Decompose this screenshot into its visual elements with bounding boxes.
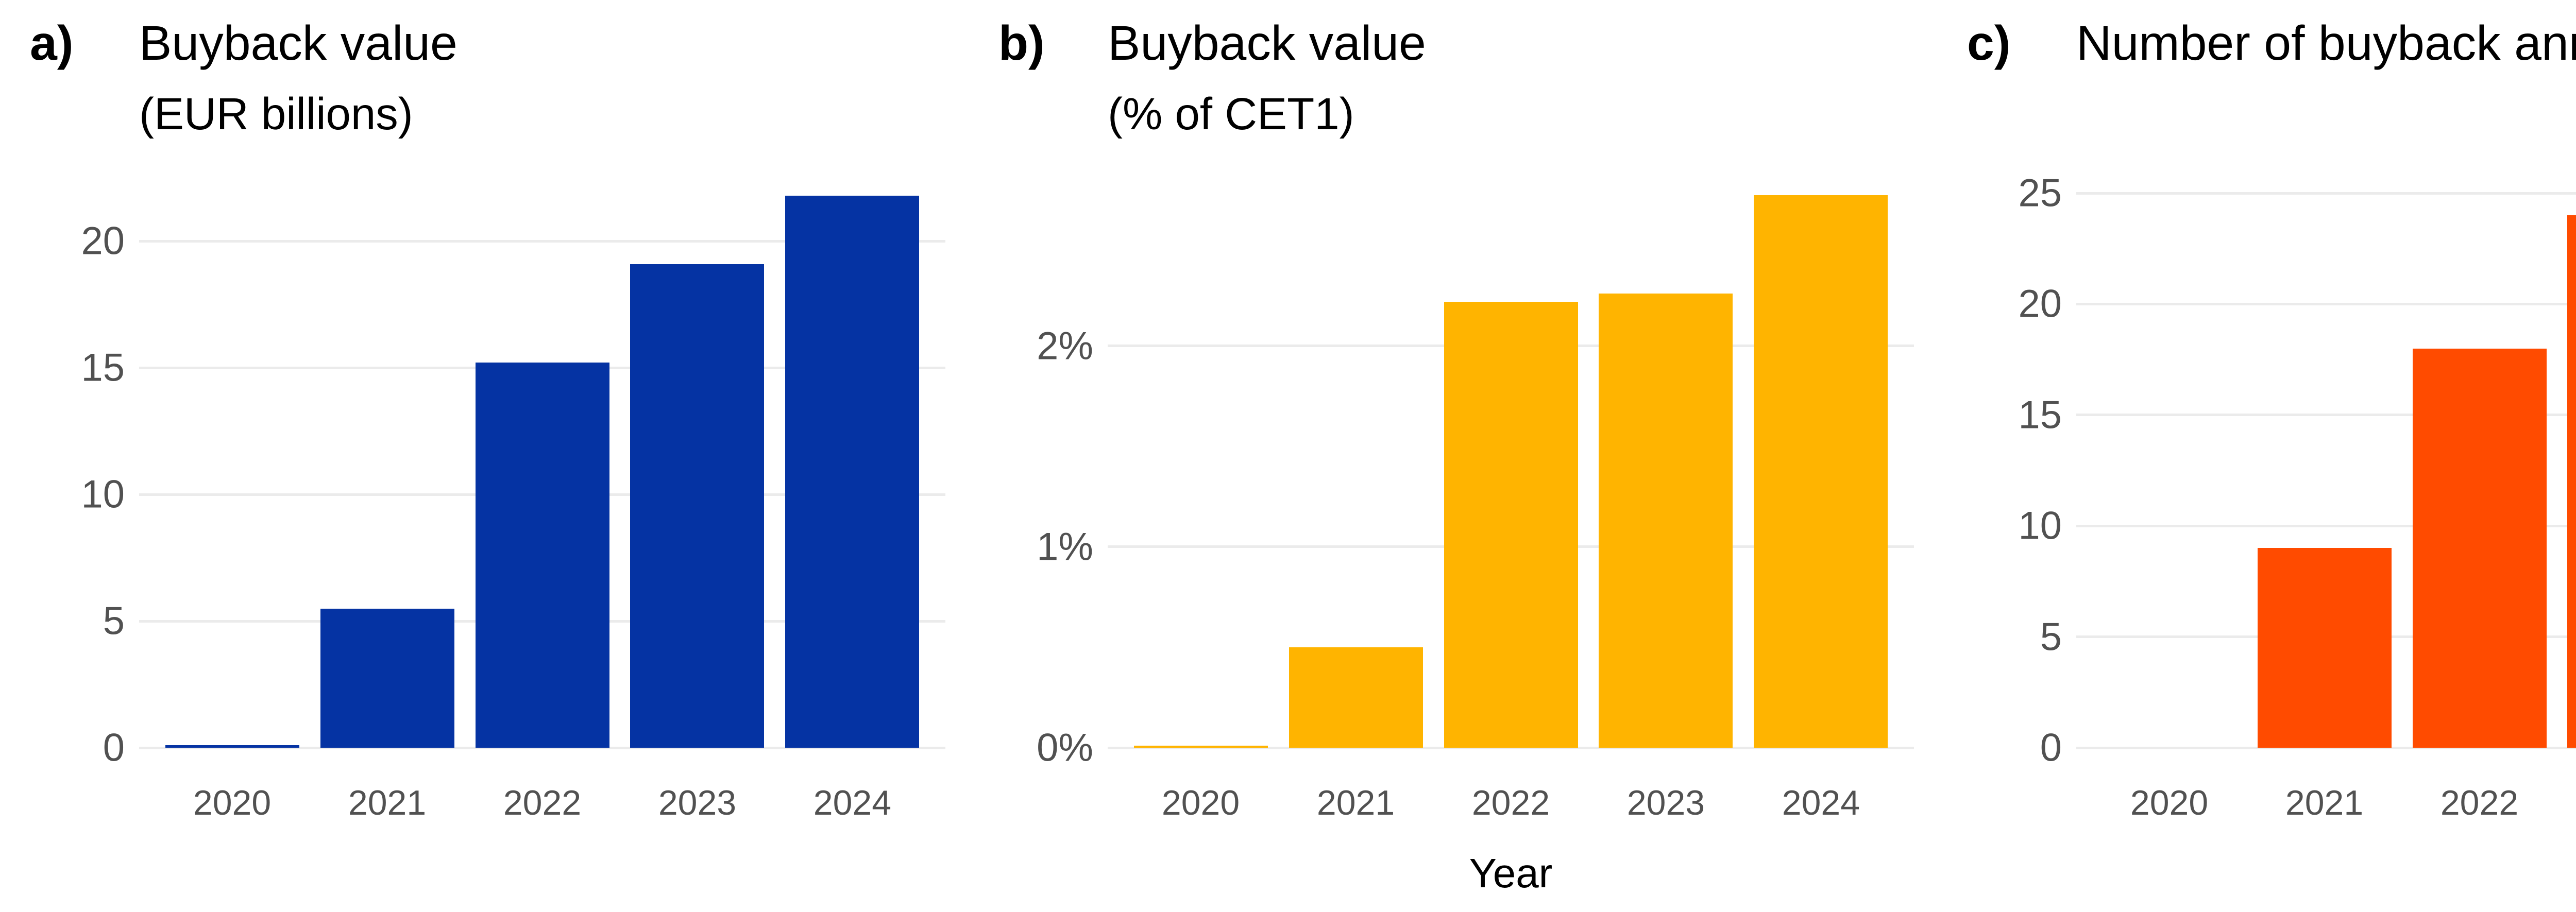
gridline-y-0 — [2076, 746, 2576, 749]
x-axis-tick-label: 2022 — [1471, 783, 1550, 822]
gridline-y-15 — [2076, 414, 2576, 417]
x-axis-tick-label: 2021 — [2285, 783, 2364, 822]
x-axis-tick-label: 2024 — [813, 783, 892, 822]
y-axis-tick-label: 25 — [2018, 171, 2062, 215]
bar-2021 — [320, 608, 454, 748]
bar-2021 — [2257, 548, 2392, 748]
y-axis-tick-label: 20 — [81, 219, 125, 263]
panel-letter-label: c) — [1967, 16, 2011, 71]
bar-2020 — [165, 745, 299, 748]
bar-2022 — [2412, 348, 2547, 748]
x-axis-tick-label: 2020 — [193, 783, 272, 822]
bar-2020 — [1133, 746, 1268, 748]
gridline-y-0 — [139, 746, 945, 749]
x-axis-tick-label: 2024 — [1782, 783, 1860, 822]
y-axis-tick-label: 0% — [1037, 726, 1093, 770]
gridline-y-10 — [2076, 524, 2576, 527]
y-axis-tick-label: 5 — [103, 599, 125, 643]
x-axis-tick-label: 2023 — [658, 783, 737, 822]
gridline-y-20 — [2076, 302, 2576, 305]
chart-title: Buyback value — [139, 16, 457, 71]
x-axis-tick-label: 2021 — [348, 783, 427, 822]
chart-panel-1: a) Buyback value (EUR billions) 0 5 10 15 20 202… — [0, 0, 969, 912]
panel-letter-label: b) — [998, 16, 1045, 71]
y-axis-tick-label: 0 — [2040, 726, 2062, 770]
gridline-y-0% — [1108, 746, 1914, 749]
x-axis-tick-label: 2020 — [2130, 783, 2209, 822]
bar-2023 — [1599, 294, 1733, 748]
chart-subtitle: (% of CET1) — [1108, 89, 1354, 139]
y-axis-tick-label: 10 — [81, 472, 125, 517]
y-axis-tick-label: 15 — [2018, 393, 2062, 437]
y-axis-tick-label: 1% — [1037, 525, 1093, 569]
bar-2023 — [2567, 215, 2576, 748]
chart-title: Buyback value — [1108, 16, 1426, 71]
bar-2024 — [785, 195, 920, 748]
y-axis-tick-label: 10 — [2018, 504, 2062, 548]
bar-2023 — [630, 264, 765, 748]
x-axis-tick-label: 2022 — [2440, 783, 2519, 822]
chart-subtitle: (EUR billions) — [139, 89, 413, 139]
chart-title: Number of buyback announcements — [2076, 16, 2576, 71]
x-axis-tick-label: 2021 — [1316, 783, 1395, 822]
gridline-y-20 — [139, 239, 945, 243]
y-axis-tick-label: 0 — [103, 726, 125, 770]
y-axis-tick-label: 5 — [2040, 615, 2062, 659]
y-axis-tick-label: 15 — [81, 346, 125, 390]
x-axis-title: Year — [1469, 850, 1553, 896]
gridline-y-25 — [2076, 192, 2576, 195]
x-axis-tick-label: 2020 — [1161, 783, 1240, 822]
y-axis-tick-label: 20 — [2018, 282, 2062, 326]
bar-2022 — [1444, 301, 1578, 748]
bar-2021 — [1289, 647, 1423, 748]
x-axis-tick-label: 2022 — [503, 783, 582, 822]
chart-panel-3: c) Number of buyback announcements 0 5 10 15 2… — [1937, 0, 2576, 912]
bar-2024 — [1754, 195, 1888, 748]
chart-panel-2: b) Buyback value (% of CET1) 0% 1% 2% 2020 2021… — [969, 0, 1937, 912]
bar-2022 — [475, 363, 609, 748]
y-axis-tick-label: 2% — [1037, 324, 1093, 368]
panel-letter-label: a) — [30, 16, 74, 71]
x-axis-tick-label: 2023 — [1626, 783, 1705, 822]
